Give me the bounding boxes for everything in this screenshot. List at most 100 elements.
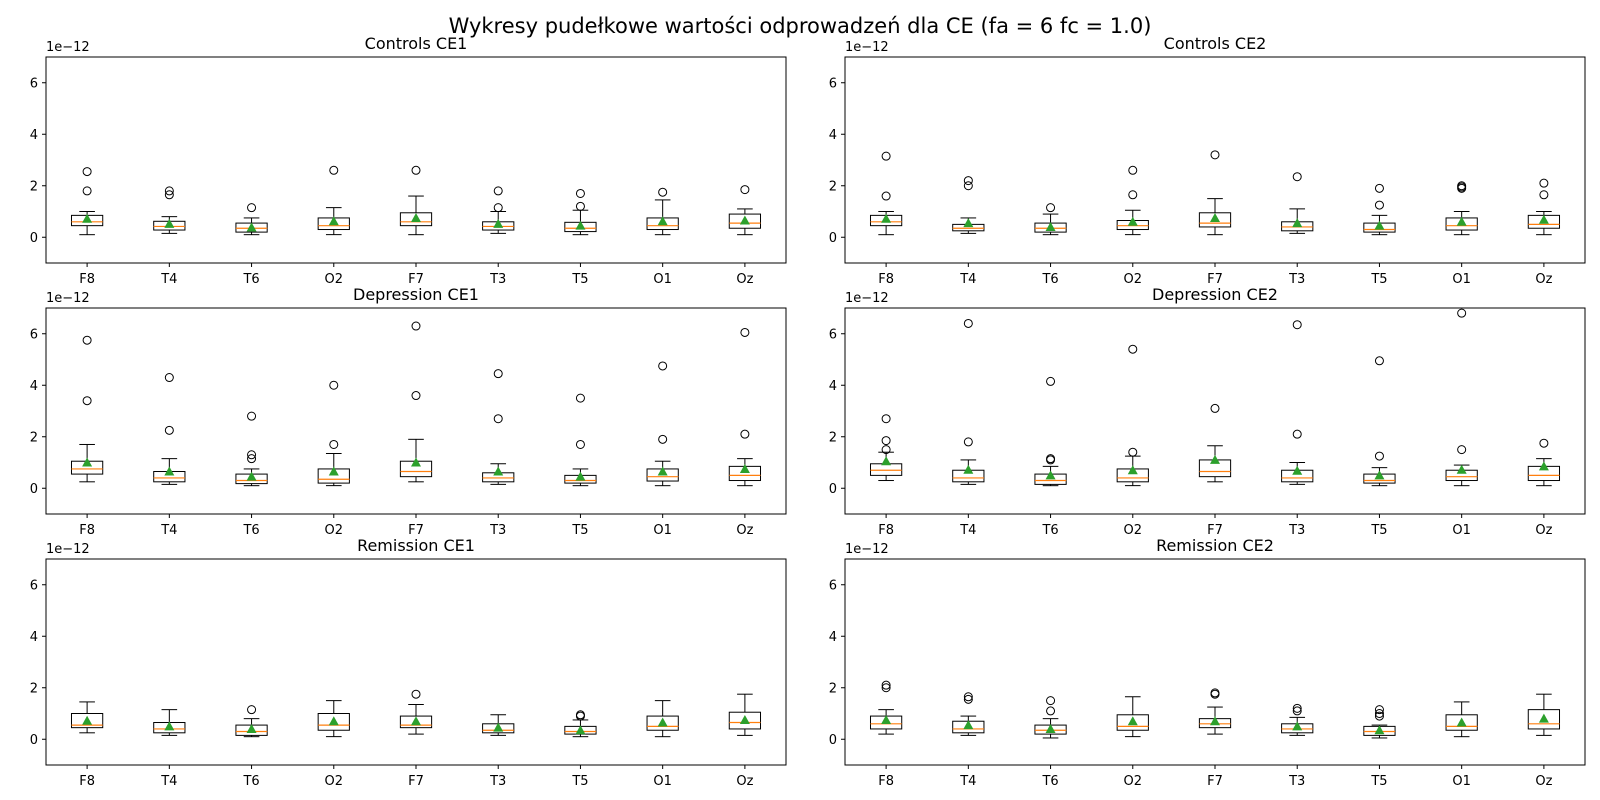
box-o1 <box>646 187 679 236</box>
mean-marker <box>246 723 257 733</box>
x-tick-label: T6 <box>1041 272 1058 287</box>
x-tick-label: T5 <box>1370 272 1387 287</box>
outlier-point <box>1292 172 1302 182</box>
y-offset-label: 1e−12 <box>46 542 90 557</box>
mean-marker <box>1127 216 1138 226</box>
x-tick-label: T6 <box>1041 774 1058 789</box>
outlier-point <box>164 190 174 200</box>
x-tick-label: O1 <box>653 523 672 538</box>
y-offset-label: 1e−12 <box>46 291 90 306</box>
outlier-point <box>963 694 973 704</box>
x-tick-label: O1 <box>653 774 672 789</box>
box-oz <box>728 185 762 236</box>
y-tick-label: 6 <box>30 578 38 593</box>
y-tick-label: 4 <box>30 128 38 143</box>
outlier-point <box>1128 190 1138 200</box>
y-tick-label: 6 <box>829 76 837 91</box>
box-t3 <box>482 369 515 485</box>
x-tick-label: F7 <box>1207 272 1223 287</box>
y-tick-label: 0 <box>829 231 837 246</box>
mean-marker <box>1127 465 1138 475</box>
mean-marker <box>82 213 93 223</box>
outlier-point <box>411 165 421 175</box>
x-tick-label: T3 <box>489 523 506 538</box>
mean-marker <box>657 717 668 727</box>
box-t5 <box>1363 705 1396 739</box>
x-tick-label: F8 <box>878 523 894 538</box>
mean-marker <box>575 220 586 230</box>
subplot-title: Controls CE1 <box>365 34 468 53</box>
mean-marker <box>164 466 175 476</box>
subplot-title: Depression CE1 <box>353 285 479 304</box>
x-tick-label: F7 <box>408 774 424 789</box>
y-tick-label: 6 <box>829 578 837 593</box>
y-offset-label: 1e−12 <box>845 40 889 55</box>
box-t3 <box>1281 320 1314 485</box>
outlier-point <box>1128 447 1138 457</box>
outlier-point <box>658 187 668 197</box>
y-tick-label: 2 <box>30 681 38 696</box>
outlier-point <box>881 683 891 693</box>
mean-marker <box>328 716 339 726</box>
outlier-point <box>164 373 174 383</box>
x-tick-label: F8 <box>878 774 894 789</box>
iqr-box <box>869 463 903 476</box>
mean-marker <box>328 216 339 226</box>
x-tick-label: Oz <box>1535 272 1552 287</box>
iqr-box <box>399 715 433 729</box>
box-t3 <box>482 186 515 234</box>
outlier-point <box>1374 451 1384 461</box>
mean-marker <box>1045 723 1056 733</box>
outlier-point <box>881 445 891 455</box>
outlier-point <box>1046 706 1056 716</box>
x-tick-label: T3 <box>489 272 506 287</box>
iqr-box <box>728 213 762 229</box>
outlier-point <box>1374 183 1384 193</box>
outlier-point <box>493 186 503 196</box>
mean-marker <box>411 212 421 222</box>
mean-marker <box>657 216 668 226</box>
mean-marker <box>1374 470 1385 480</box>
mean-marker <box>1210 716 1220 726</box>
y-tick-label: 0 <box>30 482 38 497</box>
mean-marker <box>1538 461 1549 471</box>
axes-frame <box>844 307 1586 515</box>
y-offset-label: 1e−12 <box>46 40 90 55</box>
x-tick-label: F8 <box>79 523 95 538</box>
x-tick-label: T3 <box>1288 523 1305 538</box>
y-tick-label: 4 <box>30 379 38 394</box>
outlier-point <box>575 710 585 720</box>
box-t4 <box>153 709 186 736</box>
outlier-point <box>740 327 750 337</box>
outlier-point <box>493 203 503 213</box>
box-f8 <box>70 335 104 483</box>
outlier-point <box>1046 203 1056 213</box>
mean-marker <box>1538 214 1549 224</box>
outlier-point <box>1292 703 1302 713</box>
box-f8 <box>869 414 903 482</box>
outlier-point <box>881 680 891 690</box>
subplot-title: Controls CE2 <box>1164 34 1267 53</box>
x-tick-label: T5 <box>571 272 588 287</box>
box-f8 <box>70 167 104 236</box>
mean-marker <box>1456 216 1467 226</box>
outlier-point <box>1539 178 1549 188</box>
mean-marker <box>1045 221 1056 231</box>
axes-frame <box>45 307 787 515</box>
iqr-box <box>728 711 762 730</box>
x-tick-label: T6 <box>242 272 259 287</box>
x-tick-label: F7 <box>1207 774 1223 789</box>
box-oz <box>1527 693 1561 736</box>
mean-marker <box>575 725 586 735</box>
y-tick-label: 2 <box>829 681 837 696</box>
outlier-point <box>881 151 891 161</box>
outlier-point <box>1457 308 1467 318</box>
outlier-point <box>164 186 174 196</box>
x-tick-label: Oz <box>1535 523 1552 538</box>
subplot-title: Depression CE2 <box>1152 285 1278 304</box>
mean-marker <box>881 714 892 724</box>
outlier-point <box>963 692 973 702</box>
outlier-point <box>1539 438 1549 448</box>
box-t5 <box>564 710 597 738</box>
outlier-point <box>740 185 750 195</box>
